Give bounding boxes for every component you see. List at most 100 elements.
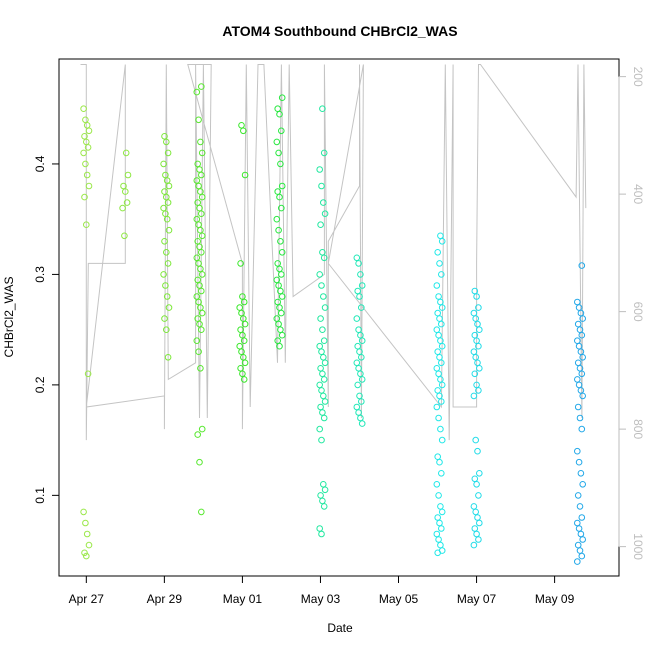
data-point xyxy=(278,331,286,339)
data-point xyxy=(578,331,586,339)
data-point xyxy=(194,160,201,168)
data-point xyxy=(475,387,482,394)
data-point xyxy=(164,354,172,361)
secondary-tick-label: 600 xyxy=(631,302,645,322)
data-point xyxy=(475,536,482,543)
data-point xyxy=(85,127,93,135)
data-point xyxy=(198,508,205,516)
data-point xyxy=(579,392,587,400)
data-point xyxy=(163,215,171,223)
data-point xyxy=(316,166,324,173)
data-point xyxy=(160,204,167,212)
data-point xyxy=(321,304,329,311)
data-point xyxy=(438,398,445,405)
data-point xyxy=(438,436,446,444)
data-point xyxy=(274,298,282,306)
data-point xyxy=(438,381,446,389)
data-point xyxy=(319,326,326,334)
data-point xyxy=(239,370,246,378)
data-point xyxy=(321,210,329,217)
data-point xyxy=(198,309,206,317)
data-point xyxy=(579,315,587,322)
data-point xyxy=(320,149,328,157)
data-point xyxy=(278,293,286,300)
secondary-tick-label: 800 xyxy=(631,419,645,439)
data-point xyxy=(318,182,325,190)
x-tick-label: May 07 xyxy=(457,592,497,606)
data-point xyxy=(434,249,442,256)
data-point xyxy=(85,182,93,190)
data-point xyxy=(198,249,205,256)
data-point xyxy=(436,458,443,466)
data-point xyxy=(198,326,205,334)
data-point xyxy=(122,188,129,195)
data-point xyxy=(436,392,443,400)
data-point xyxy=(83,221,90,228)
data-point xyxy=(81,549,88,557)
data-point xyxy=(278,271,285,278)
data-point xyxy=(475,492,482,499)
data-point xyxy=(82,519,89,527)
data-point xyxy=(82,160,89,168)
data-point xyxy=(195,348,202,356)
data-point xyxy=(435,414,442,422)
data-point xyxy=(473,481,480,488)
data-point xyxy=(574,492,582,499)
data-point xyxy=(196,204,203,212)
data-point xyxy=(120,182,127,190)
data-point xyxy=(356,348,363,356)
data-point xyxy=(353,315,361,322)
data-point xyxy=(238,348,245,356)
x-tick-label: May 05 xyxy=(379,592,419,606)
x-tick-label: Apr 27 xyxy=(69,592,105,606)
data-point xyxy=(160,271,167,278)
data-point xyxy=(119,204,126,212)
data-point xyxy=(241,320,249,328)
data-point xyxy=(356,293,363,300)
data-point xyxy=(197,365,204,372)
data-point xyxy=(355,260,362,267)
data-point xyxy=(318,282,325,289)
data-point xyxy=(578,514,586,521)
data-point xyxy=(438,342,446,350)
data-point xyxy=(163,293,171,300)
data-point xyxy=(121,232,128,240)
chart-title: ATOM4 Southbound CHBrCl2_WAS xyxy=(222,23,457,39)
data-point xyxy=(198,210,205,217)
data-point xyxy=(434,348,442,356)
y-axis-label: CHBrCl2_WAS xyxy=(2,277,16,358)
data-point xyxy=(240,298,248,306)
data-point xyxy=(574,447,581,455)
data-point xyxy=(85,541,93,549)
data-point xyxy=(578,262,586,269)
data-point xyxy=(198,149,206,157)
data-point xyxy=(163,138,170,146)
data-point xyxy=(358,398,365,405)
data-point xyxy=(435,492,442,499)
data-point xyxy=(438,238,446,245)
data-point xyxy=(273,276,281,284)
data-point xyxy=(198,232,206,240)
data-point xyxy=(574,320,582,328)
data-point xyxy=(321,398,329,405)
data-point xyxy=(278,309,285,317)
data-point xyxy=(318,530,325,538)
plot-area xyxy=(80,64,587,565)
data-point xyxy=(475,342,482,350)
data-point xyxy=(578,425,586,433)
data-point xyxy=(438,304,446,311)
data-point xyxy=(356,392,363,400)
data-point xyxy=(164,149,172,157)
data-point xyxy=(124,171,132,179)
data-point xyxy=(276,110,283,118)
data-point xyxy=(319,105,326,112)
data-point xyxy=(579,536,587,543)
data-point xyxy=(81,193,88,201)
data-point xyxy=(277,238,284,245)
data-point xyxy=(358,354,365,361)
data-point xyxy=(83,552,90,560)
data-point xyxy=(161,238,168,245)
data-point xyxy=(275,320,282,328)
data-point xyxy=(278,94,286,101)
data-point xyxy=(574,403,582,411)
